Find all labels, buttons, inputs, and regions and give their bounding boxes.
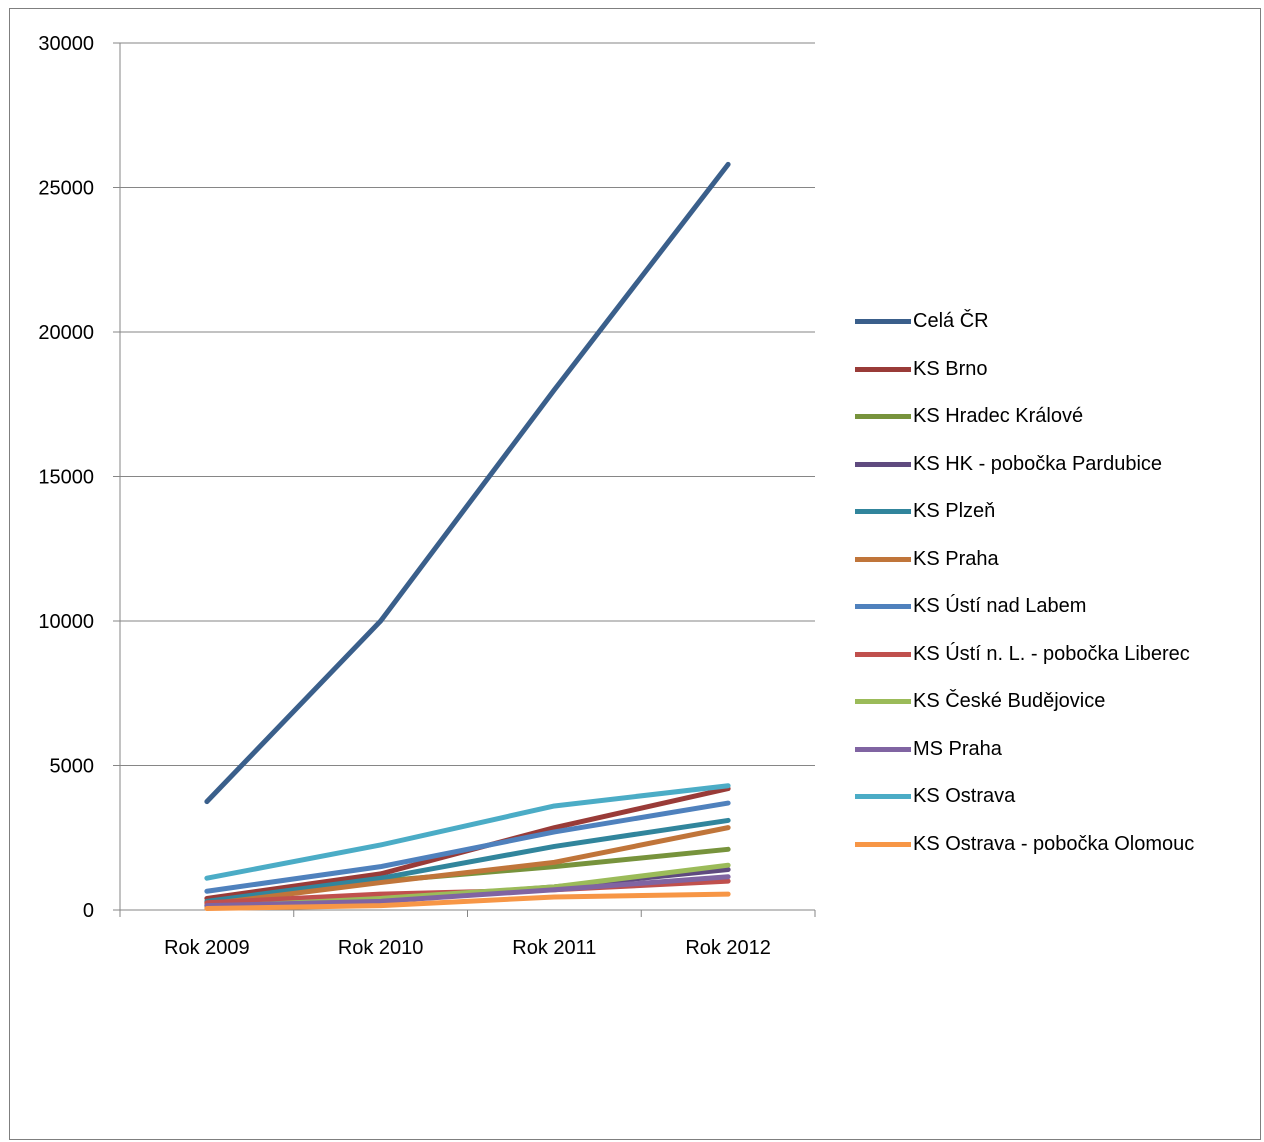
legend-item: KS Ústí nad Labem (855, 583, 1194, 631)
legend-swatch (855, 794, 911, 800)
legend-swatch (855, 746, 911, 752)
x-tick-label: Rok 2010 (338, 937, 424, 959)
y-tick-label: 0 (83, 900, 94, 922)
legend-swatch (855, 556, 911, 562)
legend-item: Celá ČR (855, 298, 1194, 346)
legend-label: KS Ostrava - pobočka Olomouc (913, 832, 1195, 855)
x-tick-label: Rok 2012 (685, 937, 771, 959)
legend: Celá ČR KS Brno KS Hradec Králové KS HK - p… (855, 298, 1194, 868)
y-tick-label: 10000 (38, 611, 94, 633)
series-line-11 (204, 891, 731, 912)
legend-item: KS Hradec Králové (855, 393, 1194, 441)
legend-item: KS Ústí n. L. - pobočka Liberec (855, 631, 1194, 679)
legend-swatch (855, 461, 911, 467)
legend-label: Celá ČR (913, 310, 989, 333)
legend-swatch (855, 509, 911, 515)
legend-label: KS Hradec Králové (913, 405, 1084, 428)
legend-swatch (855, 414, 911, 420)
series-lines (204, 161, 731, 912)
legend-swatch (855, 604, 911, 610)
legend-item: KS České Budějovice (855, 678, 1194, 726)
series-line-6 (204, 800, 731, 894)
legend-swatch (855, 366, 911, 372)
x-tick-label: Rok 2011 (512, 937, 596, 959)
legend-item: KS Plzeň (855, 488, 1194, 536)
legend-label: MS Praha (913, 737, 1002, 760)
y-tick-label: 20000 (38, 322, 94, 344)
chart-frame (9, 8, 1261, 1140)
y-tick-label: 30000 (38, 33, 94, 55)
legend-item: KS HK - pobočka Pardubice (855, 441, 1194, 489)
legend-label: KS Ústí n. L. - pobočka Liberec (913, 642, 1190, 665)
y-tick-label: 15000 (38, 467, 94, 489)
y-tick-label: 5000 (50, 756, 95, 778)
series-line-0 (204, 161, 731, 805)
y-tick-label: 25000 (38, 178, 94, 200)
series-line-10 (204, 783, 731, 881)
legend-item: KS Ostrava (855, 773, 1194, 821)
legend-label: KS Ústí nad Labem (913, 595, 1087, 618)
legend-label: KS Brno (913, 357, 988, 380)
legend-swatch (855, 699, 911, 705)
legend-swatch (855, 651, 911, 657)
x-tick-label: Rok 2009 (164, 937, 250, 959)
gridlines (120, 42, 815, 766)
series-line-5 (204, 825, 731, 907)
legend-swatch (855, 841, 911, 847)
legend-label: KS Ostrava (913, 785, 1016, 808)
legend-item: KS Praha (855, 536, 1194, 584)
legend-label: KS Praha (913, 547, 999, 570)
legend-item: MS Praha (855, 726, 1194, 774)
axes: 0 5000 10000 15000 20000 25000 30000 Rok 2009 Ro… (38, 33, 816, 959)
legend-label: KS HK - pobočka Pardubice (913, 452, 1163, 475)
series-line-4 (204, 817, 731, 904)
legend-label: KS České Budějovice (913, 690, 1106, 713)
series-line-9 (204, 874, 731, 909)
legend-swatch (855, 319, 911, 325)
legend-item: KS Ostrava - pobočka Olomouc (855, 821, 1194, 869)
legend-label: KS Plzeň (913, 500, 996, 523)
legend-item: KS Brno (855, 346, 1194, 394)
